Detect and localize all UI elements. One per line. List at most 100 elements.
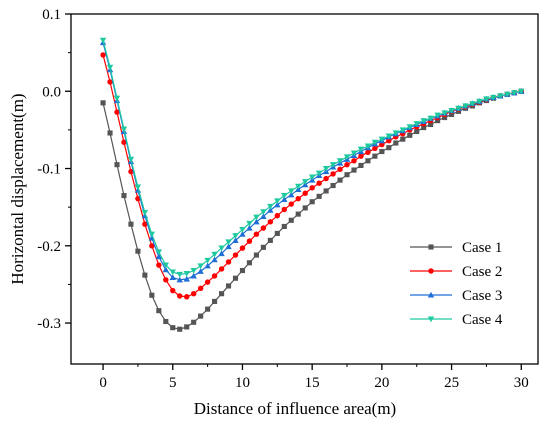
data-point <box>351 167 357 173</box>
data-point <box>163 318 169 325</box>
data-point <box>365 149 371 156</box>
data-point <box>274 201 281 208</box>
plot-frame <box>70 13 539 365</box>
data-point <box>281 193 288 199</box>
data-point <box>163 277 169 283</box>
data-point <box>323 175 329 182</box>
data-point <box>399 127 406 134</box>
series-3 <box>99 39 525 283</box>
data-point <box>420 118 427 124</box>
x-tick-label: 25 <box>444 375 459 391</box>
x-tick-label: 0 <box>99 375 107 391</box>
data-point <box>120 126 128 133</box>
data-point <box>378 136 386 143</box>
legend-item: Case 4 <box>410 312 503 328</box>
y-tick-label: -0.1 <box>37 162 61 178</box>
x-tick-label: 20 <box>374 375 389 391</box>
data-point <box>99 37 107 44</box>
data-point <box>128 221 134 227</box>
data-point <box>392 130 400 137</box>
data-point <box>281 206 288 213</box>
data-point <box>511 90 518 97</box>
data-point <box>121 139 127 145</box>
data-point <box>204 262 211 269</box>
data-point <box>323 188 329 194</box>
data-point <box>260 213 267 219</box>
x-axis-label: Distance of influence area(m) <box>194 399 396 418</box>
data-point <box>113 95 121 102</box>
data-point <box>364 143 372 150</box>
data-point <box>441 110 448 117</box>
data-point <box>281 223 287 230</box>
data-point <box>149 292 155 298</box>
data-point <box>211 251 218 258</box>
data-point <box>267 203 274 210</box>
data-point <box>239 267 246 274</box>
data-point <box>141 210 149 216</box>
data-point <box>155 249 163 256</box>
data-point <box>315 170 323 177</box>
series-line <box>102 90 522 330</box>
x-tick-label: 10 <box>235 375 250 391</box>
data-point <box>442 114 448 121</box>
data-point <box>295 183 302 190</box>
data-point <box>260 244 266 250</box>
data-point <box>434 112 441 119</box>
data-point <box>197 263 204 270</box>
data-point <box>232 275 239 281</box>
data-point <box>225 259 232 265</box>
data-point <box>121 193 127 199</box>
data-point <box>281 196 288 202</box>
data-point <box>427 115 434 122</box>
data-point <box>169 269 176 276</box>
data-point <box>246 224 253 231</box>
data-point <box>336 158 344 164</box>
data-point <box>218 291 225 297</box>
data-point <box>344 172 350 178</box>
data-point <box>156 262 162 268</box>
series-line <box>102 42 522 281</box>
data-point <box>191 319 197 325</box>
data-point <box>239 227 246 233</box>
data-point <box>107 79 113 85</box>
data-point <box>149 243 155 249</box>
data-point <box>183 294 190 300</box>
data-point <box>295 195 301 202</box>
data-point <box>169 274 176 281</box>
data-point <box>232 252 239 258</box>
data-point <box>267 207 274 213</box>
data-point <box>288 191 295 198</box>
data-point <box>218 266 225 272</box>
data-point <box>148 231 156 238</box>
data-point <box>183 275 190 282</box>
data-point <box>190 272 197 279</box>
x-tick-label: 5 <box>169 375 177 391</box>
data-point <box>190 267 197 274</box>
data-point <box>135 248 141 254</box>
legend-marker <box>427 316 435 323</box>
legend-label: Case 1 <box>462 240 502 256</box>
data-point <box>302 190 308 196</box>
series-1 <box>100 88 524 332</box>
data-point <box>490 94 497 101</box>
legend: Case 1 Case 2 Case 3 Case 4 <box>410 240 503 328</box>
data-point <box>414 128 420 134</box>
data-point <box>142 272 148 278</box>
data-point <box>343 154 351 161</box>
data-point <box>225 283 232 289</box>
data-point <box>184 324 190 330</box>
data-point <box>246 238 253 244</box>
legend-item: Case 3 <box>410 288 502 304</box>
data-point <box>253 252 259 258</box>
data-point <box>142 221 148 227</box>
y-axis-label: Horizontal displacement(m) <box>8 93 27 284</box>
data-point <box>183 271 190 277</box>
data-point <box>204 279 211 285</box>
data-point <box>162 266 169 273</box>
data-point <box>350 150 358 157</box>
data-point <box>518 88 525 95</box>
x-axis: 0 5 10 15 20 25 30 <box>99 364 529 391</box>
legend-item: Case 1 <box>410 240 502 256</box>
data-point <box>393 140 399 146</box>
data-point <box>253 231 260 237</box>
